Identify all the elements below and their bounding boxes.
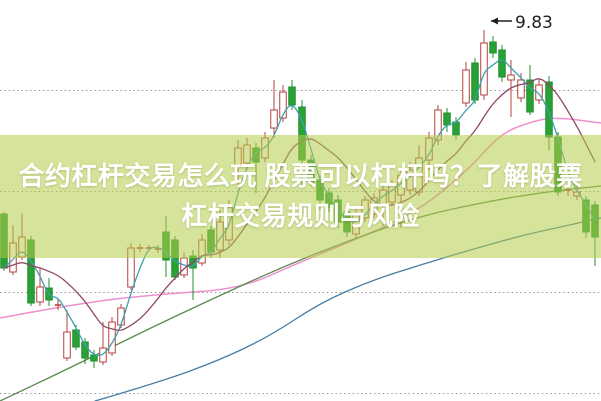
candle — [361, 196, 369, 222]
candle — [198, 234, 206, 266]
price-annotation: 9.83 — [491, 13, 553, 33]
candle — [0, 212, 8, 271]
candle — [388, 180, 396, 206]
candle — [591, 201, 599, 266]
candle — [582, 196, 590, 238]
ma-slow-blue — [94, 217, 601, 401]
candle — [564, 185, 572, 196]
candle — [471, 58, 479, 104]
candle — [554, 132, 562, 196]
ma-lines-fast — [3, 59, 596, 357]
candle — [498, 45, 506, 82]
candle — [171, 236, 179, 280]
candle — [99, 322, 107, 365]
ma-slow-olive — [0, 185, 601, 401]
candle — [535, 79, 543, 104]
ma-fast-teal — [3, 59, 596, 357]
candle — [136, 244, 144, 252]
candle — [27, 236, 35, 306]
candle — [45, 278, 53, 306]
candle — [54, 299, 62, 310]
ma-lines-slow — [0, 117, 601, 401]
candle — [288, 80, 296, 110]
candle — [36, 268, 44, 306]
price-label: 9.83 — [515, 13, 553, 33]
candle — [443, 108, 451, 132]
candle — [90, 350, 98, 368]
candle — [526, 65, 534, 115]
candle — [352, 208, 360, 238]
candle — [480, 30, 488, 100]
candle — [162, 216, 170, 277]
candle — [270, 80, 278, 138]
candle — [434, 105, 442, 145]
candle — [9, 225, 17, 275]
candle — [234, 140, 242, 187]
candle — [108, 317, 116, 356]
candle — [370, 193, 378, 218]
candle — [316, 176, 324, 210]
candle — [307, 155, 315, 186]
candle — [127, 243, 135, 290]
candle — [243, 138, 251, 170]
candle — [462, 62, 470, 107]
candle — [489, 36, 497, 58]
candle — [63, 310, 71, 361]
candle — [298, 100, 306, 188]
